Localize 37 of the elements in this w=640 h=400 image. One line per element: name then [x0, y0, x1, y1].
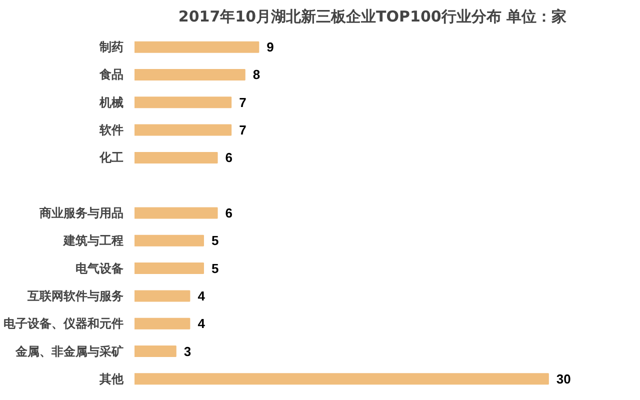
- bar: [134, 207, 218, 219]
- data-label: 6: [225, 206, 233, 220]
- y-tick-label: 制药: [98, 40, 124, 54]
- data-label: 4: [198, 316, 206, 332]
- data-label: 6: [225, 150, 233, 166]
- data-label: 9: [266, 40, 274, 55]
- y-tick-label: 机械: [98, 95, 124, 110]
- y-tick-label: 电气设备: [76, 261, 124, 276]
- y-tick-label: 互联网软件与服务: [26, 288, 124, 303]
- bar: [134, 346, 176, 358]
- bar: [134, 373, 549, 385]
- y-tick-label: 化工: [98, 150, 124, 165]
- bar: [134, 68, 246, 80]
- bar: [134, 234, 204, 246]
- data-label: 3: [184, 344, 192, 359]
- bar: [134, 152, 218, 164]
- y-tick-label: 食品: [98, 68, 124, 82]
- bar: [134, 96, 232, 108]
- y-tick-label: 软件: [98, 123, 124, 138]
- y-tick-label: 其他: [98, 372, 124, 386]
- data-label: 5: [211, 233, 219, 248]
- data-label: 4: [198, 288, 206, 304]
- bar: [134, 124, 232, 136]
- data-label: 30: [556, 371, 571, 386]
- y-tick-label: 建筑与工程: [62, 234, 124, 248]
- bar: [134, 262, 204, 274]
- bar: [134, 318, 190, 330]
- y-tick-label: 金属、非金属与采矿: [14, 344, 124, 358]
- y-tick-label: 商业服务与用品: [38, 206, 124, 220]
- bar: [134, 41, 260, 53]
- data-label: 5: [211, 260, 219, 276]
- data-label: 8: [252, 67, 260, 82]
- y-tick-label: 电子设备、仪器和元件: [4, 316, 124, 331]
- chart-title: 2017年10月湖北新三板企业TOP100行业分布 单位：家: [178, 8, 567, 26]
- data-label: 7: [239, 122, 246, 138]
- bar: [134, 290, 190, 302]
- data-label: 7: [239, 94, 246, 110]
